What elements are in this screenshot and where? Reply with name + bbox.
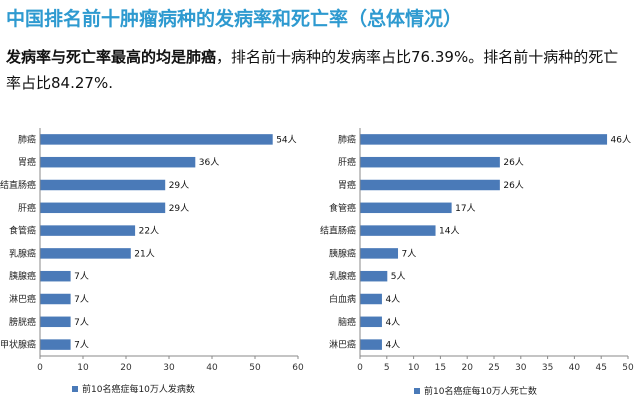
bar <box>40 293 71 305</box>
data-label: 54人 <box>276 134 296 145</box>
bar <box>40 156 196 168</box>
bar <box>40 179 166 191</box>
data-label: 7人 <box>74 271 89 282</box>
x-tick-label: 15 <box>435 363 446 373</box>
x-tick-label: 10 <box>408 363 420 373</box>
data-label: 7人 <box>402 248 417 259</box>
bar <box>360 179 500 191</box>
category-label: 淋巴癌 <box>329 339 356 351</box>
bar <box>40 202 166 214</box>
summary-rest: ，排名前十病种的发病率占比76.39%。排名前十病种的死亡率占比84.27%. <box>6 48 619 92</box>
data-label: 4人 <box>385 317 400 328</box>
bar <box>360 293 382 305</box>
legend-swatch <box>72 386 78 392</box>
bar <box>360 134 608 145</box>
category-label: 肝癌 <box>338 156 356 168</box>
data-label: 14人 <box>439 226 459 237</box>
data-label: 7人 <box>74 317 89 328</box>
category-label: 肺癌 <box>18 133 36 145</box>
x-tick-label: 50 <box>622 363 634 373</box>
category-label: 胰腺癌 <box>329 247 356 259</box>
x-tick-label: 40 <box>206 363 218 373</box>
category-label: 白血病 <box>329 293 356 305</box>
x-tick-label: 50 <box>249 363 261 373</box>
bar <box>360 248 399 259</box>
category-label: 淋巴癌 <box>9 293 36 305</box>
page-title: 中国排名前十肿瘤病种的发病率和死亡率（总体情况） <box>6 8 463 30</box>
x-tick-label: 30 <box>515 363 527 373</box>
category-label: 脑癌 <box>338 316 356 328</box>
summary-lead: 发病率与死亡率最高的均是肺癌 <box>6 48 217 66</box>
category-label: 结直肠癌 <box>320 225 356 237</box>
category-label: 甲状腺癌 <box>0 339 36 351</box>
x-tick-label: 5 <box>384 363 390 373</box>
bar <box>40 248 131 259</box>
category-label: 肝癌 <box>18 202 36 214</box>
category-label: 食管癌 <box>9 225 36 237</box>
data-label: 4人 <box>385 294 400 305</box>
x-tick-label: 25 <box>488 363 499 373</box>
x-tick-label: 20 <box>461 363 473 373</box>
bar <box>40 225 136 236</box>
bar <box>360 202 452 214</box>
legend-swatch <box>414 388 420 394</box>
data-label: 26人 <box>503 180 523 191</box>
category-label: 食管癌 <box>329 202 356 214</box>
category-label: 胃癌 <box>18 156 36 168</box>
bar <box>360 225 436 236</box>
bar <box>360 316 382 328</box>
category-label: 结直肠癌 <box>0 179 36 191</box>
x-tick-label: 35 <box>542 363 553 373</box>
data-label: 17人 <box>455 203 475 214</box>
data-label: 7人 <box>74 340 89 351</box>
category-label: 胰腺癌 <box>9 270 36 282</box>
x-tick-label: 10 <box>77 363 89 373</box>
data-label: 4人 <box>385 340 400 351</box>
category-label: 肺癌 <box>338 133 356 145</box>
bar <box>40 339 71 350</box>
legend-label: 前10名癌症每10万人死亡数 <box>424 385 537 397</box>
bar <box>40 270 71 282</box>
data-label: 22人 <box>139 226 159 237</box>
x-tick-label: 0 <box>37 363 43 373</box>
data-label: 26人 <box>503 157 523 168</box>
data-label: 36人 <box>199 157 219 168</box>
x-tick-label: 60 <box>292 363 304 373</box>
x-tick-label: 45 <box>595 363 606 373</box>
category-label: 膀胱癌 <box>9 316 36 328</box>
x-tick-label: 0 <box>357 363 363 373</box>
summary-text: 发病率与死亡率最高的均是肺癌，排名前十病种的发病率占比76.39%。排名前十病种… <box>6 44 632 96</box>
bar <box>360 270 388 282</box>
data-label: 21人 <box>134 248 154 259</box>
data-label: 29人 <box>169 203 189 214</box>
bar <box>360 156 500 168</box>
bar <box>40 134 273 145</box>
category-label: 胃癌 <box>338 179 356 191</box>
x-tick-label: 20 <box>120 363 132 373</box>
data-label: 7人 <box>74 294 89 305</box>
bar <box>40 316 71 328</box>
bar <box>360 339 382 350</box>
data-label: 5人 <box>391 271 406 282</box>
x-tick-label: 40 <box>569 363 581 373</box>
x-tick-label: 30 <box>163 363 175 373</box>
data-label: 46人 <box>611 134 631 145</box>
category-label: 乳腺癌 <box>329 270 356 282</box>
category-label: 乳腺癌 <box>9 247 36 259</box>
data-label: 29人 <box>169 180 189 191</box>
legend-label: 前10名癌症每10万人发病数 <box>82 383 195 395</box>
